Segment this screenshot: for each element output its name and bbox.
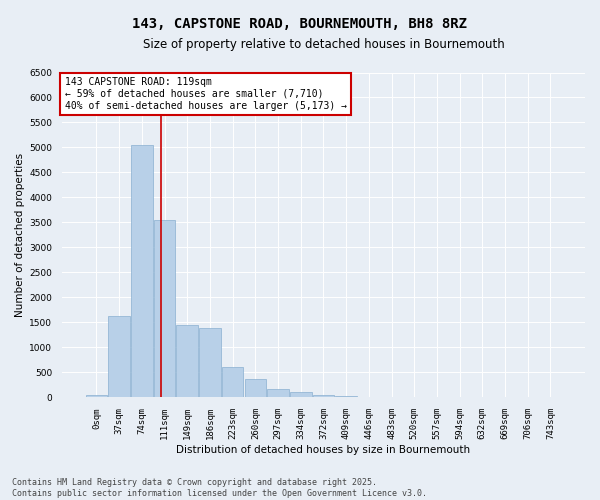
Bar	[86, 395, 107, 398]
Bar	[358, 397, 380, 398]
Bar	[245, 379, 266, 398]
Title: Size of property relative to detached houses in Bournemouth: Size of property relative to detached ho…	[143, 38, 505, 51]
Text: 143, CAPSTONE ROAD, BOURNEMOUTH, BH8 8RZ: 143, CAPSTONE ROAD, BOURNEMOUTH, BH8 8RZ	[133, 18, 467, 32]
Bar	[267, 388, 289, 398]
Bar	[176, 325, 198, 398]
Bar	[131, 145, 152, 398]
Bar	[154, 220, 175, 398]
Bar	[313, 394, 334, 398]
Bar	[222, 368, 244, 398]
X-axis label: Distribution of detached houses by size in Bournemouth: Distribution of detached houses by size …	[176, 445, 470, 455]
Bar	[109, 316, 130, 398]
Text: 143 CAPSTONE ROAD: 119sqm
← 59% of detached houses are smaller (7,710)
40% of se: 143 CAPSTONE ROAD: 119sqm ← 59% of detac…	[65, 78, 347, 110]
Bar	[290, 392, 311, 398]
Y-axis label: Number of detached properties: Number of detached properties	[15, 153, 25, 317]
Text: Contains HM Land Registry data © Crown copyright and database right 2025.
Contai: Contains HM Land Registry data © Crown c…	[12, 478, 427, 498]
Bar	[335, 396, 357, 398]
Bar	[199, 328, 221, 398]
